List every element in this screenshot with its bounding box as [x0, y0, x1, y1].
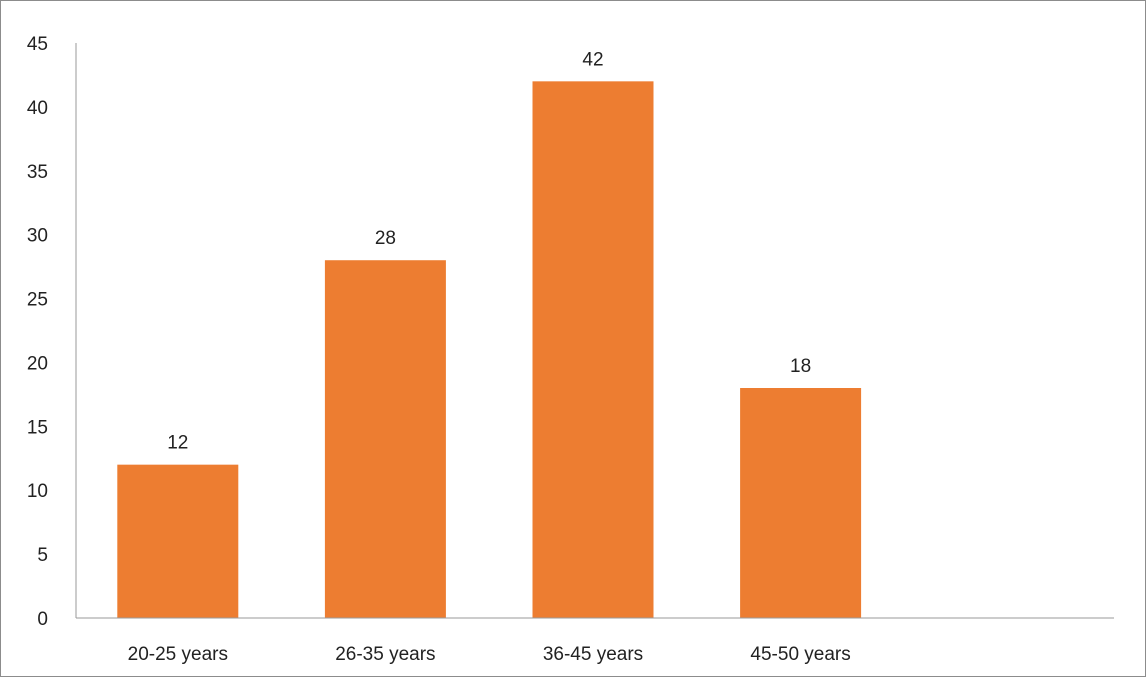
- y-tick-label: 30: [27, 226, 48, 247]
- y-tick-label: 20: [27, 353, 48, 374]
- x-category-label: 36-45 years: [543, 644, 643, 665]
- bar: [117, 464, 239, 618]
- bar-data-label: 42: [582, 49, 603, 70]
- y-tick-label: 40: [27, 98, 48, 119]
- bars: [117, 81, 862, 619]
- bar: [532, 81, 654, 619]
- bar: [324, 260, 446, 618]
- y-axis: 0 5 10 15 20 25 30 35 40 45: [27, 34, 77, 630]
- bar-data-label: 18: [790, 356, 811, 377]
- y-tick-label: 5: [37, 545, 48, 566]
- x-category-label: 26-35 years: [335, 644, 435, 665]
- x-category-label: 45-50 years: [750, 644, 850, 665]
- x-axis: 20-25 years 26-35 years 36-45 years 45-50 y…: [76, 617, 1114, 665]
- x-category-label: 20-25 years: [128, 644, 228, 665]
- y-tick-label: 10: [27, 481, 48, 502]
- y-tick-label: 45: [27, 34, 48, 55]
- y-tick-label: 35: [27, 162, 48, 183]
- bar-data-label: 12: [167, 433, 188, 454]
- bar-data-label: 28: [375, 228, 396, 249]
- data-labels: 12 28 42 18: [167, 49, 811, 453]
- y-tick-label: 25: [27, 290, 48, 311]
- y-tick-label: 0: [37, 609, 48, 630]
- bar: [740, 388, 862, 618]
- y-tick-label: 15: [27, 417, 48, 438]
